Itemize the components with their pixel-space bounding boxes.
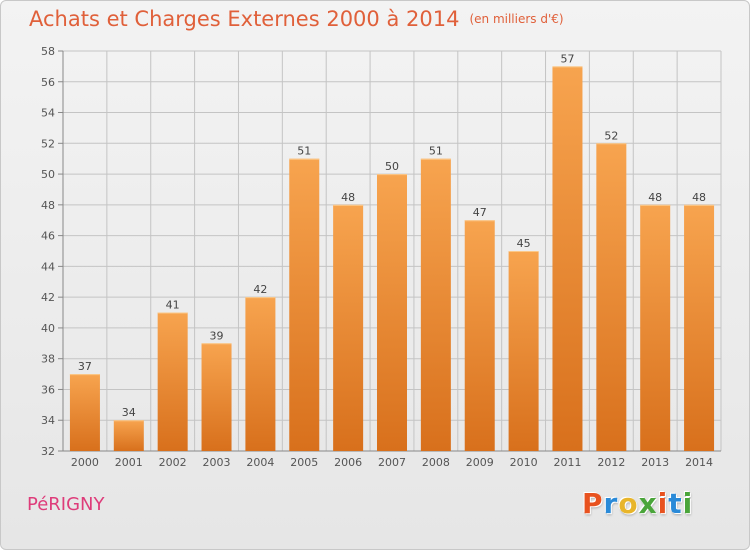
bar-2003[interactable] [201, 343, 232, 451]
y-tick-label: 52 [41, 137, 55, 150]
y-tick-label: 56 [41, 76, 55, 89]
x-tick-label: 2005 [290, 456, 318, 469]
brand-letter: i [682, 487, 694, 520]
data-label: 48 [648, 191, 662, 204]
data-label: 50 [385, 160, 399, 173]
brand-letter: o [618, 487, 639, 520]
bar-2001[interactable] [113, 420, 144, 451]
data-label: 37 [78, 360, 92, 373]
x-tick-label: 2009 [466, 456, 494, 469]
bar-2012[interactable] [596, 143, 627, 452]
data-label: 34 [122, 406, 136, 419]
y-tick-label: 48 [41, 199, 55, 212]
chart-unit-label: (en milliers d'€) [469, 12, 564, 26]
x-tick-label: 2013 [641, 456, 669, 469]
data-label: 57 [560, 52, 574, 65]
x-tick-label: 2007 [378, 456, 406, 469]
x-tick-label: 2011 [553, 456, 581, 469]
x-tick-label: 2001 [115, 456, 143, 469]
chart-title: Achats et Charges Externes 2000 à 2014 (e… [29, 7, 564, 31]
bar-2011[interactable] [552, 66, 583, 451]
bar-2006[interactable] [333, 204, 364, 451]
y-tick-label: 32 [41, 445, 55, 458]
bar-2002[interactable] [157, 312, 188, 451]
bar-2000[interactable] [69, 374, 100, 451]
x-tick-label: 2014 [685, 456, 713, 469]
data-label: 42 [253, 283, 267, 296]
x-tick-label: 2006 [334, 456, 362, 469]
x-tick-label: 2008 [422, 456, 450, 469]
y-tick-label: 38 [41, 353, 55, 366]
y-tick-label: 50 [41, 168, 55, 181]
x-tick-label: 2004 [246, 456, 274, 469]
data-label: 47 [473, 206, 487, 219]
y-tick-label: 58 [41, 45, 55, 58]
data-label: 48 [692, 191, 706, 204]
brand-letter: P [582, 487, 604, 520]
x-tick-label: 2012 [597, 456, 625, 469]
y-tick-label: 54 [41, 107, 55, 120]
data-label: 51 [429, 145, 443, 158]
x-tick-label: 2000 [71, 456, 99, 469]
bar-2013[interactable] [640, 204, 671, 451]
y-tick-label: 34 [41, 414, 55, 427]
data-label: 52 [604, 129, 618, 142]
data-label: 45 [517, 237, 531, 250]
bar-2007[interactable] [377, 174, 407, 452]
y-tick-label: 46 [41, 230, 55, 243]
axes: 32 34 36 38 40 42 44 46 48 50 52 54 56 58 2000 2001 2002… [41, 45, 721, 469]
bar-2014[interactable] [684, 204, 715, 451]
x-tick-label: 2010 [510, 456, 538, 469]
y-tick-label: 36 [41, 383, 55, 396]
bar-2009[interactable] [464, 220, 495, 451]
bar-2004[interactable] [245, 297, 276, 451]
data-label: 39 [210, 329, 224, 342]
y-tick-label: 40 [41, 322, 55, 335]
data-label: 41 [166, 299, 180, 312]
x-tick-label: 2002 [159, 456, 187, 469]
bar-2010[interactable] [508, 251, 539, 451]
bar-2005[interactable] [289, 158, 320, 451]
proxiti-logo[interactable]: Proxiti [582, 487, 693, 520]
data-label: 48 [341, 191, 355, 204]
y-tick-label: 42 [41, 291, 55, 304]
brand-letter: r [603, 487, 619, 520]
y-tick-label: 44 [41, 260, 55, 273]
x-tick-label: 2003 [203, 456, 231, 469]
brand-letter: i [657, 487, 669, 520]
brand-letter: t [668, 487, 683, 520]
bars [69, 66, 715, 452]
data-labels: 37 34 41 39 42 51 48 50 51 47 45 57 52 48 48 [78, 52, 706, 419]
chart-title-text: Achats et Charges Externes 2000 à 2014 [29, 7, 460, 31]
commune-name: PéRIGNY [27, 494, 105, 515]
bar-2008[interactable] [420, 158, 451, 451]
data-label: 51 [297, 145, 311, 158]
brand-letter: x [638, 487, 658, 520]
